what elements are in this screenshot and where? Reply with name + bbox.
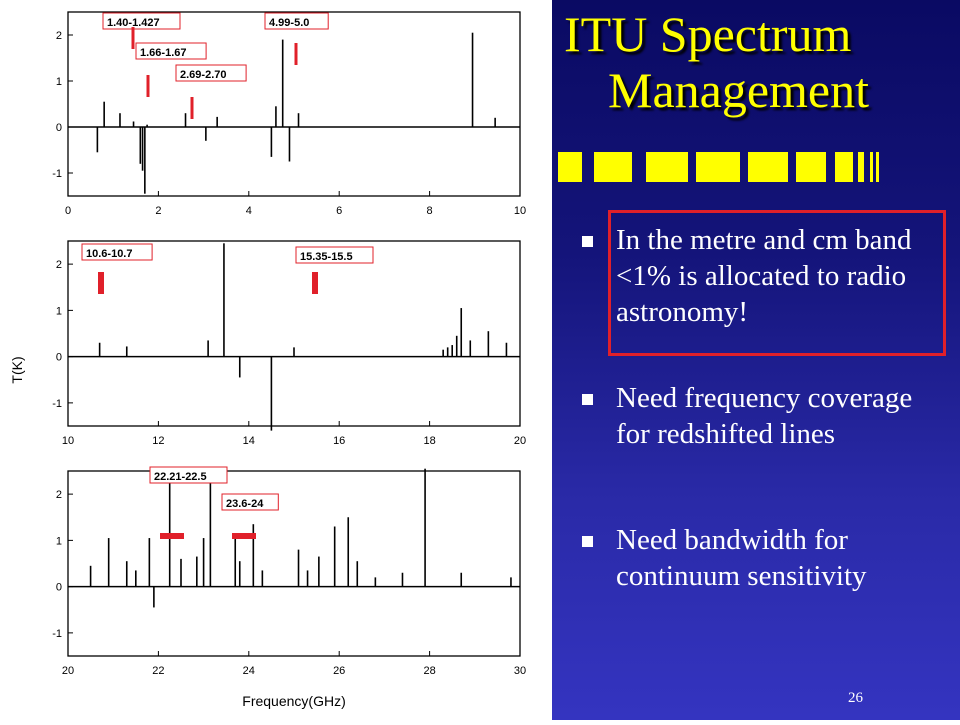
- y-axis-label: T(K): [9, 356, 25, 383]
- band-label-box: [295, 246, 374, 264]
- x-tick-label: 22: [152, 665, 164, 677]
- bullet-item: Need bandwidth for continuum sensitivity: [582, 522, 946, 594]
- y-tick-label: 2: [56, 489, 62, 501]
- protected-band-marker: [98, 272, 104, 294]
- x-tick-label: 24: [243, 665, 255, 677]
- plot-frame: [67, 470, 521, 657]
- bullet-text: Need bandwidth for continuum sensitivity: [616, 524, 867, 592]
- spectrum-panel-1: 0 2 4 6 8 10 -1 0 1 2 1.40-1.427 1.66-1.67 2.69-2.70…: [52, 11, 526, 217]
- protected-band-marker: [232, 533, 256, 539]
- spectrum-charts: T(K) 0 2 4 6 8 10-10121.40-1.4271.66-1.672.69…: [9, 11, 526, 709]
- x-tick-label: 4: [246, 205, 252, 217]
- x-tick-label: 10: [62, 435, 74, 447]
- y-tick-label: -1: [52, 628, 62, 640]
- y-tick-label: -1: [52, 398, 62, 410]
- x-tick-label: 0: [65, 205, 71, 217]
- bullet-item: In the metre and cm band <1% is allocate…: [582, 222, 946, 330]
- x-tick-label: 12: [152, 435, 164, 447]
- y-tick-label: 0: [56, 582, 62, 594]
- y-tick-label: -1: [52, 168, 62, 180]
- slide-number: 26: [848, 690, 863, 706]
- band-label-box: [135, 42, 207, 60]
- x-tick-label: 14: [243, 435, 255, 447]
- x-tick-label: 20: [514, 435, 526, 447]
- x-tick-label: 20: [62, 665, 74, 677]
- band-label-box: [149, 466, 228, 484]
- band-label: 1.40-1.427: [107, 17, 160, 29]
- text-panel: ITU Spectrum Management In the metre and…: [552, 0, 960, 720]
- highlight-box: [608, 210, 946, 356]
- band-label-box: [102, 12, 181, 30]
- band-label-box: [264, 12, 329, 30]
- plot-frame: [67, 240, 521, 427]
- title-line-2: Management: [608, 62, 870, 118]
- bullet-square-icon: [582, 394, 593, 405]
- x-tick-label: 28: [423, 665, 435, 677]
- band-label: 1.66-1.67: [140, 47, 186, 59]
- x-tick-label: 10: [514, 205, 526, 217]
- protected-band-marker: [312, 272, 318, 294]
- protected-band-marker: [190, 97, 194, 119]
- plot-frame: [67, 11, 521, 197]
- protected-band-marker: [160, 533, 184, 539]
- spectrum-panel-3: 20 22 24 26 28 30 -1 0 1 2 22.21-22.5 23.6-24 Freque…: [52, 466, 526, 709]
- y-tick-label: 0: [56, 122, 62, 134]
- x-tick-label: 8: [427, 205, 433, 217]
- band-label: 2.69-2.70: [180, 69, 226, 81]
- y-tick-label: 0: [56, 352, 62, 364]
- x-tick-label: 2: [155, 205, 161, 217]
- y-tick-label: 1: [56, 305, 62, 317]
- x-tick-label: 26: [333, 665, 345, 677]
- y-tick-label: 1: [56, 535, 62, 547]
- x-tick-label: 6: [336, 205, 342, 217]
- band-label-box: [175, 64, 247, 82]
- band-label: 23.6-24: [226, 498, 264, 510]
- y-tick-label: 2: [56, 30, 62, 42]
- bullet-text: Need frequency coverage for redshifted l…: [616, 382, 913, 450]
- bullet-item: Need frequency coverage for redshifted l…: [582, 380, 946, 452]
- slide-title: ITU Spectrum Management: [564, 6, 954, 118]
- bullet-square-icon: [582, 536, 593, 547]
- bullet-square-icon: [582, 236, 593, 247]
- x-tick-label: 30: [514, 665, 526, 677]
- band-label-box: [221, 493, 279, 511]
- y-tick-label: 2: [56, 259, 62, 271]
- bullet-text: In the metre and cm band <1% is allocate…: [616, 224, 912, 328]
- band-label-box: [81, 243, 153, 261]
- band-label: 4.99-5.0: [269, 17, 309, 29]
- x-tick-label: 16: [333, 435, 345, 447]
- x-tick-label: 18: [423, 435, 435, 447]
- protected-band-marker: [294, 43, 298, 65]
- title-line-1: ITU Spectrum: [564, 6, 852, 62]
- protected-band-marker: [131, 27, 135, 49]
- spectrum-figure: T(K) 0 2 4 6 8 10 -1 0 1 2 1.40-1.427 1.66-1.67 2.69…: [9, 11, 527, 709]
- band-label: 22.21-22.5: [154, 471, 207, 483]
- band-label: 10.6-10.7: [86, 248, 132, 260]
- decorative-bars: [552, 152, 960, 182]
- protected-band-marker: [146, 75, 150, 97]
- x-axis-label: Frequency(GHz): [242, 693, 345, 709]
- y-tick-label: 1: [56, 76, 62, 88]
- band-label: 15.35-15.5: [300, 251, 353, 263]
